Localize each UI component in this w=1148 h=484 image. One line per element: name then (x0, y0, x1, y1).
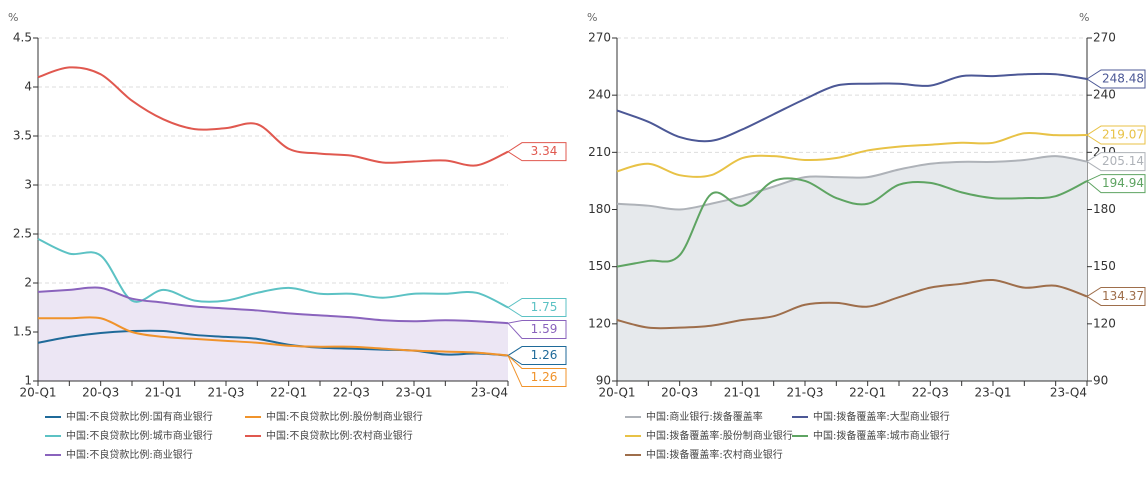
value-label-box (1086, 152, 1146, 172)
value-label-box (507, 346, 567, 366)
y2-tick-label: 240 (1093, 88, 1116, 102)
area (38, 287, 508, 381)
x-tick-label: 20-Q3 (661, 386, 698, 400)
line (616, 155, 1088, 211)
legend-label: 中国:商业银行:拨备覆盖率 (646, 410, 763, 423)
value-label: 3.34 (531, 144, 558, 158)
y2-tick-label: 270 (1093, 31, 1116, 45)
value-label: 1.75 (531, 300, 558, 314)
y-axis-unit: % (8, 11, 18, 24)
line (616, 131, 1088, 178)
value-label-box (1086, 125, 1146, 145)
y-tick-label: 270 (588, 31, 611, 45)
legend-label: 中国:不良贷款比例:农村商业银行 (266, 429, 413, 442)
x-tick-label: 23-Q1 (395, 386, 432, 400)
value-label-box (507, 355, 567, 388)
value-label: 1.26 (531, 348, 558, 362)
legend-label: 中国:不良贷款比例:股份制商业银行 (266, 410, 423, 423)
legend-label: 中国:拨备覆盖率:城市商业银行 (813, 429, 950, 442)
x-tick-label: 21-Q1 (724, 386, 761, 400)
line (616, 177, 1088, 268)
line (616, 72, 1088, 143)
y-tick-label: 150 (588, 259, 611, 273)
y-tick-label: 120 (588, 316, 611, 330)
line (37, 237, 509, 309)
legend-label: 中国:不良贷款比例:国有商业银行 (66, 410, 213, 423)
legend-label: 中国:拨备覆盖率:大型商业银行 (813, 410, 950, 423)
y-tick-label: 4 (24, 80, 32, 94)
x-tick-label: 22-Q3 (912, 386, 949, 400)
x-tick-label: 22-Q1 (270, 386, 307, 400)
y-tick-label: 2 (24, 276, 32, 290)
value-label: 205.14 (1102, 154, 1144, 168)
y2-tick-label: 180 (1093, 202, 1116, 216)
y2-axis-unit: % (1079, 11, 1089, 24)
value-label: 219.07 (1102, 128, 1144, 142)
line (37, 286, 509, 325)
y-tick-label: 210 (588, 145, 611, 159)
value-label-box (1086, 286, 1146, 306)
x-tick-label: 20-Q1 (598, 386, 635, 400)
x-tick-label: 22-Q3 (333, 386, 370, 400)
x-tick-label: 22-Q1 (849, 386, 886, 400)
value-label-box (1086, 69, 1146, 89)
x-tick-label: 21-Q3 (207, 386, 244, 400)
value-label: 134.37 (1102, 289, 1144, 303)
x-tick-label: 23-Q4 (1050, 386, 1087, 400)
legend-label: 中国:不良贷款比例:商业银行 (66, 448, 193, 461)
y-tick-label: 4.5 (13, 31, 32, 45)
x-tick-label: 23-Q4 (471, 386, 508, 400)
legend-label: 中国:拨备覆盖率:农村商业银行 (646, 448, 783, 461)
value-label: 194.94 (1102, 176, 1144, 190)
x-tick-label: 21-Q3 (786, 386, 823, 400)
y2-tick-label: 150 (1093, 259, 1116, 273)
y-tick-label: 180 (588, 202, 611, 216)
y-tick-label: 3.5 (13, 129, 32, 143)
value-label-box (507, 142, 567, 162)
y-tick-label: 1 (24, 374, 32, 388)
y-axis-unit: % (587, 11, 597, 24)
y2-tick-label: 120 (1093, 316, 1116, 330)
line (616, 278, 1088, 330)
value-label: 1.26 (531, 370, 558, 384)
value-label-box (507, 320, 567, 339)
value-label-box (1086, 174, 1146, 194)
legend-label: 中国:拨备覆盖率:股份制商业银行 (646, 429, 793, 442)
line (37, 66, 509, 167)
y-tick-label: 90 (596, 374, 611, 388)
y-tick-label: 2.5 (13, 227, 32, 241)
legend-label: 中国:不良贷款比例:城市商业银行 (66, 429, 213, 442)
value-label: 248.48 (1102, 72, 1144, 86)
y-tick-label: 240 (588, 88, 611, 102)
x-tick-label: 20-Q1 (19, 386, 56, 400)
y-tick-label: 1.5 (13, 325, 32, 339)
value-label-box (507, 298, 567, 317)
line (37, 316, 509, 357)
x-tick-label: 21-Q1 (145, 386, 182, 400)
y-tick-label: 3 (24, 178, 32, 192)
area (617, 156, 1087, 381)
x-tick-label: 20-Q3 (82, 386, 119, 400)
value-label: 1.59 (531, 322, 558, 336)
y2-tick-label: 90 (1093, 374, 1108, 388)
x-tick-label: 23-Q1 (974, 386, 1011, 400)
line (37, 329, 509, 357)
